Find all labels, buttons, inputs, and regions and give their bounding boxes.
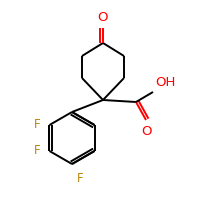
Text: O: O: [98, 11, 108, 24]
Text: F: F: [77, 172, 84, 185]
Text: F: F: [34, 118, 40, 132]
Text: F: F: [34, 144, 40, 158]
Text: OH: OH: [155, 76, 175, 89]
Text: O: O: [141, 125, 151, 138]
